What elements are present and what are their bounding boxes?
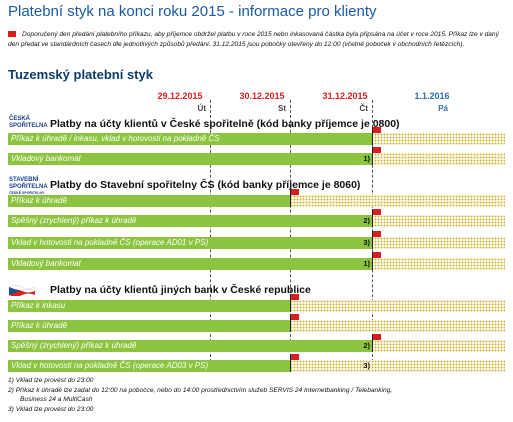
logo-text: STAVEBNÍ [9,177,39,183]
flag [373,209,381,215]
group-title: Platby na účty klientů jiných bank v Čes… [50,284,311,296]
flag-icon [8,283,36,297]
row-bar [8,133,372,145]
flag [373,231,381,237]
day-label: Čt [359,104,368,113]
intro-icon [8,31,16,37]
flag [373,334,381,340]
group-title: Platby do Stavební spořitelny ČS (kód ba… [50,179,361,191]
date-label: 30.12.2015 [239,91,285,101]
row-label: Příkaz k úhradě [11,196,68,205]
row-bar [8,300,290,312]
row-bar [8,320,290,332]
flag [373,252,381,258]
row-note: 3) [363,238,370,247]
row-bar [8,360,290,372]
flag-pole [290,294,291,312]
intro: Doporučený den předání platebního příkaz… [8,31,499,48]
row-bar [8,258,372,270]
day-label: St [278,104,286,113]
row-bar [8,215,372,227]
day-label: Pá [438,104,448,113]
logo-text: ČESKÁ [9,116,31,122]
flag-pole [372,334,373,352]
row-label: Příkaz k úhradě / inkasu, vklad v hotovo… [11,134,220,143]
row-note: 2) [363,341,370,350]
flag-pole [290,314,291,332]
row-bar [8,153,372,165]
logo-text: SPOŘITELNA [9,183,48,190]
flag [291,294,299,300]
row-label: Vklad v hotovosti na pokladně ČS (operac… [11,361,209,370]
footnote: 1) Vklad lze provést do 23:00 [8,377,94,384]
row-bar [8,340,372,352]
row-label: Příkaz k inkasu [11,301,66,310]
flag [373,127,381,133]
row-label: Spěšný (zrychlený) příkaz k úhradě [11,341,137,350]
footnote: 2) Příkaz k úhradě lze zadat do 12:00 na… [8,387,393,394]
row-note: 1) [363,259,370,268]
flag [373,147,381,153]
deadline-line [290,100,291,372]
row-label: Vklad v hotovosti na pokladně ČS (operac… [11,238,209,247]
date-label: 1.1.2016 [414,91,450,101]
row-bar [8,237,372,249]
deadline-line [210,100,211,372]
row-label: Příkaz k úhradě [11,321,68,330]
flag-pole [372,252,373,270]
row-note: 2) [363,216,370,225]
footnote: Business 24 a MultiCash [20,396,93,403]
date-label: 29.12.2015 [157,91,203,101]
flag-pole [372,147,373,165]
flag [291,189,299,195]
flag [291,314,299,320]
flag-pole [290,354,291,372]
flag-pole [290,189,291,207]
logo-text: SPOŘITELNA [9,122,48,129]
group-title: Platby na účty klientů v České spořiteln… [50,118,400,130]
section-heading: Tuzemský platební styk [8,67,153,82]
title: Platební styk na konci roku 2015 - infor… [8,3,377,20]
row-bar [8,195,290,207]
flag-pole [372,127,373,145]
date-label: 31.12.2015 [322,91,368,101]
footnote: 3) Vklad lze provést do 23:00 [8,406,94,413]
czech-flag [8,285,36,297]
row-label: Vkladový bankomat [11,154,81,163]
row-note: 3) [363,361,370,370]
day-label: Út [197,104,206,113]
flag-pole [372,231,373,249]
logo-text: ČESKÉ SPOŘITELNY [9,191,45,195]
row-note: 1) [363,154,370,163]
row-label: Spěšný (zrychlený) příkaz k úhradě [11,216,137,225]
flag-pole [372,209,373,227]
flag [291,354,299,360]
row-label: Vkladový bankomat [11,259,81,268]
